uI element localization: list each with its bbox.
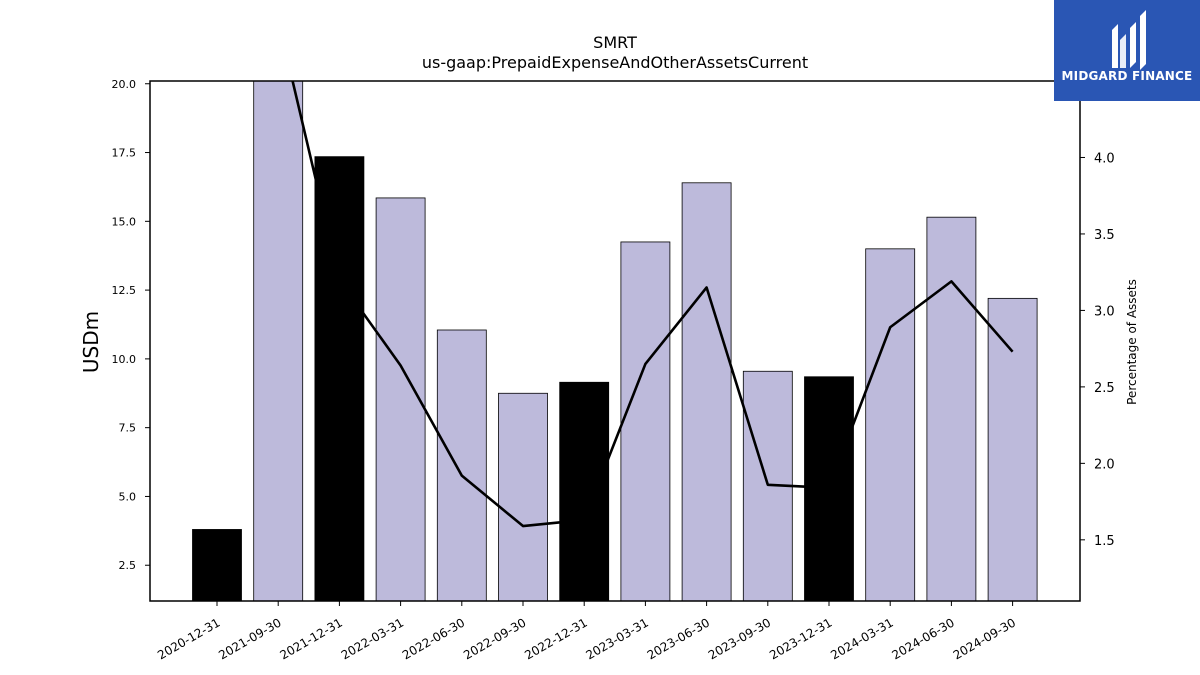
y-axis-label: USDm (79, 311, 103, 373)
bar (620, 241, 671, 602)
bar (681, 182, 732, 602)
y-tick-label: 2.5 (119, 559, 137, 572)
x-tick-label: 2021-12-31 (277, 615, 344, 662)
x-tick-label: 2021-09-30 (216, 615, 283, 662)
y-tick-label: 20.0 (112, 78, 137, 91)
bar (253, 80, 304, 602)
bar (865, 248, 916, 602)
bar (926, 216, 977, 602)
y2-axis-label: Percentage of Assets (1125, 279, 1139, 405)
y2-tick-label: 4.0 (1094, 151, 1115, 166)
y-tick-label: 15.0 (112, 215, 137, 228)
logo-text: MIDGARD FINANCE (1061, 69, 1193, 83)
y-tick-label: 12.5 (112, 284, 137, 297)
chart-title: SMRT (593, 33, 637, 52)
x-tick-label: 2020-12-31 (155, 615, 222, 662)
y2-tick-label: 2.5 (1094, 381, 1115, 396)
x-tick-label: 2023-09-30 (706, 615, 773, 662)
y-tick-label: 5.0 (119, 490, 137, 503)
logo-mark-icon (1112, 10, 1146, 70)
bar (192, 529, 242, 602)
x-tick-label: 2023-06-30 (645, 615, 712, 662)
bar (987, 297, 1038, 602)
y2-tick-label: 3.0 (1094, 304, 1115, 319)
plot-area: 2.5 5.0 7.5 10.0 12.5 15.0 17.5 20.0 1.5 2.0 2.5 3.… (112, 78, 1115, 663)
x-tick-label: 2022-06-30 (400, 615, 467, 662)
bar (314, 156, 365, 602)
brand-logo: MIDGARD FINANCE (1054, 0, 1200, 101)
x-tick-label: 2023-03-31 (583, 615, 650, 662)
x-tick-label: 2024-03-31 (828, 615, 895, 662)
x-tick-label: 2022-09-30 (461, 615, 528, 662)
x-tick-label: 2022-03-31 (339, 615, 406, 662)
x-tick-label: 2024-06-30 (889, 615, 956, 662)
chart-subtitle: us-gaap:PrepaidExpenseAndOtherAssetsCurr… (422, 53, 808, 72)
bar (498, 392, 548, 602)
y-tick-label: 10.0 (112, 353, 137, 366)
plot-frame (149, 80, 1081, 602)
series-line (291, 81, 1014, 528)
y2-tick-label: 3.5 (1094, 228, 1115, 243)
y-tick-label: 17.5 (112, 147, 137, 160)
x-tick-label: 2022-12-31 (522, 615, 589, 662)
y2-tick-label: 1.5 (1094, 534, 1115, 549)
y-tick-label: 7.5 (119, 422, 137, 435)
x-tick-label: 2023-12-31 (767, 615, 834, 662)
y2-tick-label: 2.0 (1094, 457, 1115, 472)
bar (375, 197, 426, 602)
bar (559, 381, 610, 602)
x-tick-label: 2024-09-30 (951, 615, 1018, 662)
bar (436, 329, 487, 602)
